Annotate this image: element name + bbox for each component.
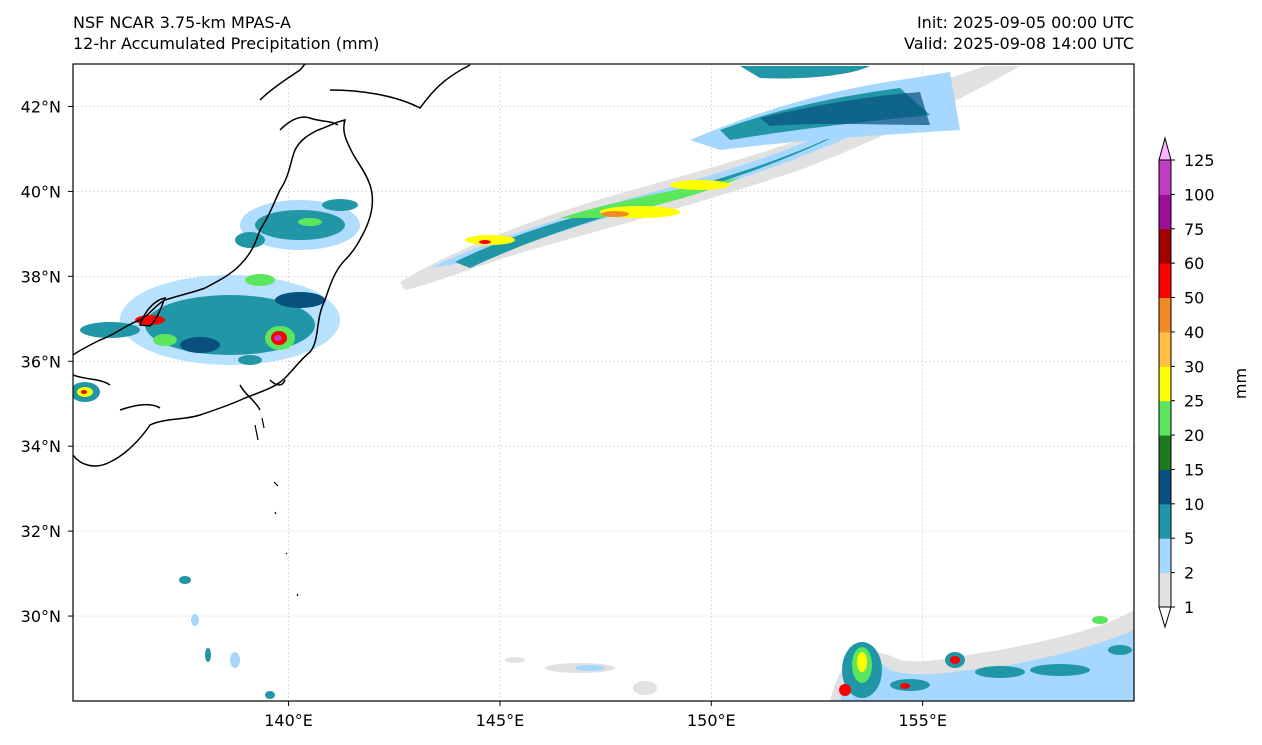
lat-ticks: 42°N 40°N 38°N 36°N 34°N 32°N 30°N <box>21 97 73 626</box>
lat-tick-label: 32°N <box>21 522 61 541</box>
lon-tick-label: 150°E <box>687 711 736 730</box>
colorbar-tick-label: 30 <box>1184 357 1204 376</box>
lat-tick-label: 38°N <box>21 267 61 286</box>
precip-band-main-teal <box>455 100 900 268</box>
lat-tick-label: 30°N <box>21 607 61 626</box>
islands <box>254 417 299 597</box>
colorbar-segment <box>1159 297 1171 333</box>
precip-band-north-dark <box>760 92 930 126</box>
colorbar-unit-label: mm <box>1231 368 1250 399</box>
colorbar-segment <box>1159 228 1171 264</box>
valid-time: Valid: 2025-09-08 14:00 UTC <box>903 34 1134 53</box>
colorbar-segment <box>1159 366 1171 402</box>
colorbar-segment <box>1159 435 1171 470</box>
colorbar-tick-label: 75 <box>1184 220 1204 239</box>
lon-tick-label: 155°E <box>898 711 947 730</box>
gridlines <box>73 64 1134 701</box>
colorbar-extend-min <box>1158 606 1172 629</box>
colorbar-tick-label: 2 <box>1184 564 1194 583</box>
colorbar-segment <box>1159 194 1171 230</box>
colorbar-segment <box>1159 400 1171 436</box>
noto-peninsula <box>138 296 167 327</box>
precip-core-5 <box>465 235 515 245</box>
colorbar-segment <box>1159 572 1171 608</box>
model-title: NSF NCAR 3.75-km MPAS-A <box>73 13 291 32</box>
precip-core-3 <box>601 211 629 217</box>
colorbar-tick-label: 40 <box>1184 323 1204 342</box>
lon-tick-label: 140°E <box>264 711 313 730</box>
colorbar-segment <box>1159 503 1171 539</box>
colorbar-tick-label: 100 <box>1184 185 1215 204</box>
lat-tick-label: 34°N <box>21 437 61 456</box>
lat-tick-label: 36°N <box>21 352 61 371</box>
colorbar-segment <box>1159 331 1171 367</box>
precip-core-4 <box>670 180 730 190</box>
colorbar-tick-label: 1 <box>1184 598 1194 617</box>
precip-band-top <box>740 66 870 79</box>
coastlines <box>73 64 471 467</box>
precip-core-6 <box>479 240 491 244</box>
boso-izu <box>239 379 286 411</box>
colorbar-tick-label: 50 <box>1184 289 1204 308</box>
shikoku-coast <box>73 374 161 411</box>
lat-tick-label: 40°N <box>21 182 61 201</box>
colorbar-tick-label: 10 <box>1184 495 1204 514</box>
colorbar-segment <box>1159 469 1171 505</box>
colorbar-segment <box>1159 160 1171 195</box>
precip-band-main-light-blue <box>430 80 940 268</box>
precip-japan-cells <box>73 199 360 402</box>
colorbar-tick-label: 60 <box>1184 254 1204 273</box>
colorbar-extend-max <box>1158 136 1172 161</box>
honshu-coast <box>73 119 374 467</box>
colorbar-tick-label: 5 <box>1184 529 1194 548</box>
init-time: Init: 2025-09-05 00:00 UTC <box>916 13 1134 32</box>
lon-tick-label: 145°E <box>476 711 525 730</box>
colorbar-segment <box>1159 263 1171 299</box>
lat-tick-label: 42°N <box>21 97 61 116</box>
colorbar-tick-label: 20 <box>1184 426 1204 445</box>
precip-field <box>73 64 1134 701</box>
colorbar-tick-label: 25 <box>1184 392 1204 411</box>
lon-ticks: 140°E 145°E 150°E 155°E <box>264 701 947 730</box>
product-title: 12-hr Accumulated Precipitation (mm) <box>73 34 380 53</box>
colorbar-tick-label: 15 <box>1184 460 1204 479</box>
colorbar-tick-label: 125 <box>1184 151 1215 170</box>
colorbar-segment <box>1159 538 1171 574</box>
precip-south-cells <box>179 576 657 699</box>
hokkaido-coast <box>259 64 471 131</box>
map-frame <box>72 63 1135 702</box>
precip-southeast-cells <box>830 610 1134 701</box>
